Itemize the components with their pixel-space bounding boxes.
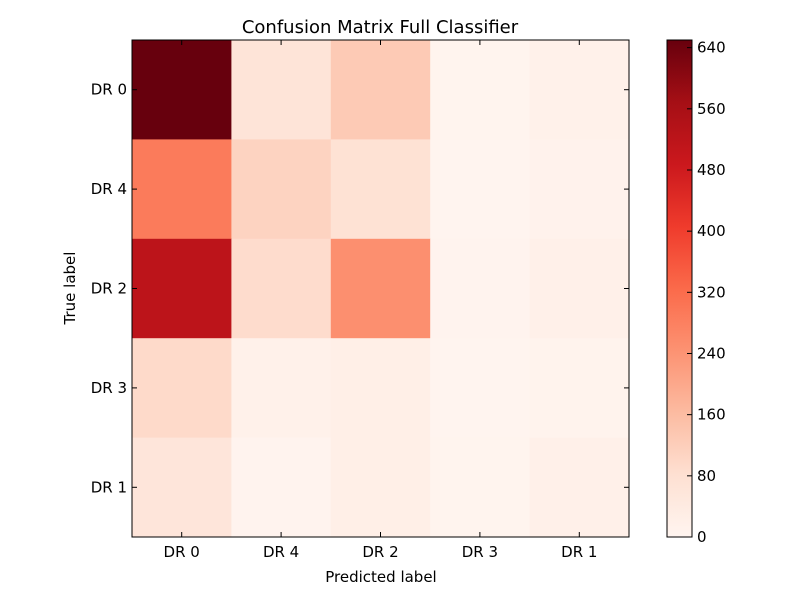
x-tick-label: DR 4 [263, 543, 299, 561]
colorbar-ticks: 0 80 160 240 320 400 480 560 640 [687, 39, 726, 546]
heatmap-cell [132, 338, 232, 439]
heatmap-cell [330, 40, 431, 140]
colorbar-tick-label: 400 [697, 222, 726, 240]
y-tick-label: DR 1 [91, 478, 127, 496]
heatmap-cell [430, 40, 531, 140]
heatmap-cell [529, 338, 630, 439]
colorbar [666, 39, 693, 538]
heatmap-cell [529, 40, 630, 140]
heatmap-cell [330, 139, 431, 240]
heatmap-cell [529, 437, 630, 538]
heatmap-cell [529, 238, 630, 339]
colorbar-tick-label: 560 [697, 100, 726, 118]
heatmap-cell [231, 139, 332, 240]
heatmap-cell [430, 139, 531, 240]
colorbar-tick-label: 480 [697, 161, 726, 179]
heatmap-cell [231, 40, 332, 140]
colorbar-tick-label: 160 [697, 406, 726, 424]
heatmap-cell [330, 238, 431, 339]
heatmap-cell [430, 238, 531, 339]
x-tick-label: DR 3 [462, 543, 498, 561]
y-tick-label: DR 3 [91, 379, 127, 397]
heatmap-cell [132, 238, 232, 339]
x-tick-label: DR 0 [164, 543, 200, 561]
x-tick-labels: DR 0 DR 4 DR 2 DR 3 DR 1 [164, 543, 598, 561]
heatmap-cell [231, 238, 332, 339]
heatmap-cell [330, 437, 431, 538]
y-tick-label: DR 0 [91, 81, 127, 99]
colorbar-tick-label: 320 [697, 283, 726, 301]
x-tick-label: DR 2 [362, 543, 398, 561]
x-tick-label: DR 1 [561, 543, 597, 561]
y-tick-label: DR 2 [91, 280, 127, 298]
heatmap-cell [529, 139, 630, 240]
heatmap-cells [132, 40, 630, 538]
heatmap-cell [132, 437, 232, 538]
y-tick-label: DR 4 [91, 180, 127, 198]
chart-title: Confusion Matrix Full Classifier [242, 17, 519, 38]
colorbar-tick-label: 80 [697, 467, 716, 485]
x-axis-label: Predicted label [325, 568, 436, 586]
heatmap-cell [231, 338, 332, 439]
heatmap-cell [132, 40, 232, 140]
colorbar-tick-label: 640 [697, 39, 726, 57]
heatmap-cell [430, 437, 531, 538]
heatmap-cell [430, 338, 531, 439]
axis-ticks [132, 40, 629, 537]
heatmap-cell [231, 437, 332, 538]
colorbar-tick-label: 0 [697, 528, 707, 546]
colorbar-tick-label: 240 [697, 344, 726, 362]
y-tick-labels: DR 0 DR 4 DR 2 DR 3 DR 1 [91, 81, 127, 497]
heatmap-cell [330, 338, 431, 439]
heatmap-cell [132, 139, 232, 240]
y-axis-label: True label [61, 252, 79, 326]
